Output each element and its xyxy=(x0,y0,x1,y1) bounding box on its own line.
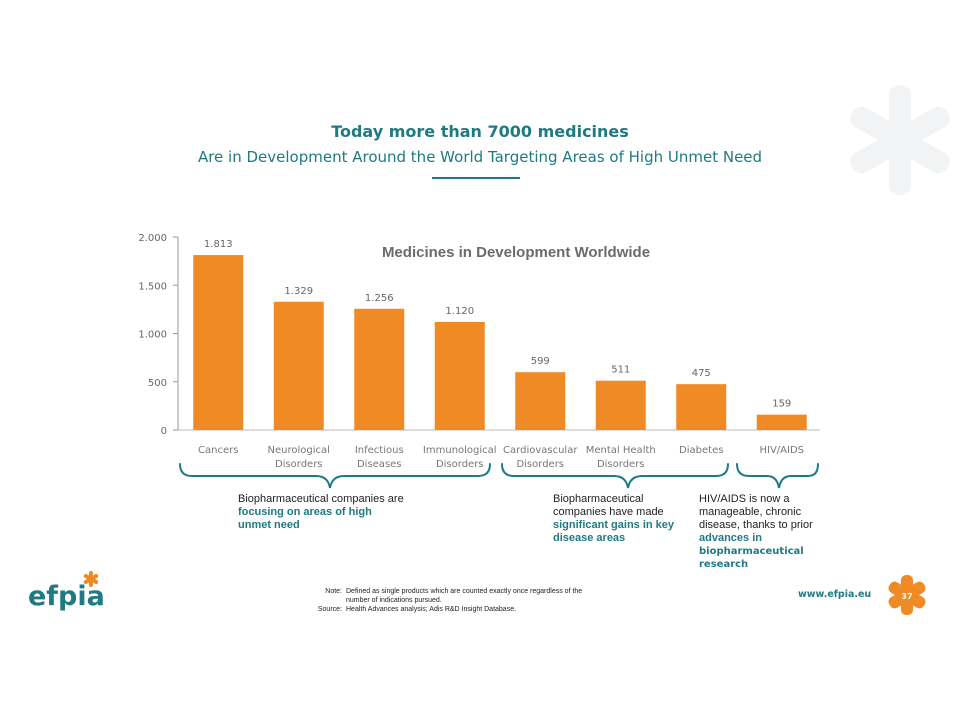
note-text: Defined as single products which are cou… xyxy=(346,588,583,595)
bar-value-label: 1.120 xyxy=(445,306,474,317)
annotation-key-gains: Biopharmaceutical companies have made si… xyxy=(553,493,703,545)
chart-title: Medicines in Development Worldwide xyxy=(382,244,650,261)
bar-value-label: 159 xyxy=(772,399,791,410)
y-tick-label: 0 xyxy=(161,426,167,437)
footer-note: Note: Defined as single products which ar… xyxy=(300,587,582,614)
annotation-text: HIV/AIDS is now a xyxy=(699,493,790,505)
bar xyxy=(756,414,807,430)
x-tick-label: Infectious xyxy=(355,445,404,456)
bracket-middle xyxy=(501,463,729,489)
bracket-left xyxy=(179,463,491,489)
annotation-text: companies have made xyxy=(553,506,664,518)
bar-value-label: 511 xyxy=(611,365,630,376)
y-tick-label: 1.000 xyxy=(138,330,167,341)
x-tick-label: Disorders xyxy=(516,459,564,470)
annotation-text: manageable, chronic xyxy=(699,506,802,518)
y-tick-label: 1.500 xyxy=(138,281,167,292)
y-tick-label: 2.000 xyxy=(138,233,167,244)
annotation-unmet-need: Biopharmaceutical companies are focusing… xyxy=(238,493,468,532)
x-tick-label: Disorders xyxy=(275,459,323,470)
source-text: Health Advances analysis; Adis R&D Insig… xyxy=(346,606,517,613)
x-tick-label: Diabetes xyxy=(679,445,723,456)
x-tick-label: Disorders xyxy=(597,459,645,470)
bar-value-label: 599 xyxy=(531,356,550,367)
annotation-emphasis: focusing on areas of high xyxy=(238,506,372,518)
annotation-text: disease, thanks to prior xyxy=(699,519,813,531)
annotation-emphasis: significant gains in key xyxy=(553,519,675,531)
bar xyxy=(434,321,485,430)
background-asterisk-icon xyxy=(850,85,950,195)
bar xyxy=(676,384,727,430)
annotation-text: Biopharmaceutical xyxy=(553,493,644,505)
bar xyxy=(595,380,646,430)
x-tick-label: Neurological xyxy=(268,445,330,456)
annotation-text: Biopharmaceutical companies are xyxy=(238,493,404,505)
page-number: 37 xyxy=(901,592,912,601)
x-tick-label: HIV/AIDS xyxy=(759,445,804,456)
bar xyxy=(354,308,405,430)
annotation-emphasis: disease areas xyxy=(553,532,626,544)
title-underline xyxy=(432,177,520,179)
annotation-emphasis: advances in xyxy=(699,532,762,544)
bracket-right xyxy=(736,463,819,489)
annotation-emphasis: biopharmaceutical xyxy=(699,546,804,557)
x-tick-label: Cancers xyxy=(198,445,238,456)
x-tick-label: Cardiovascular xyxy=(503,445,578,456)
bar-value-label: 475 xyxy=(692,368,711,379)
website-link[interactable]: www.efpia.eu xyxy=(798,589,872,600)
bar-value-label: 1.256 xyxy=(365,293,394,304)
bar xyxy=(193,255,244,430)
logo-text: efpia xyxy=(28,581,105,612)
x-tick-label: Diseases xyxy=(357,459,402,470)
note-label: Note: xyxy=(325,588,342,595)
x-tick-label: Immunological xyxy=(423,445,497,456)
x-tick-label: Disorders xyxy=(436,459,484,470)
page-number-asterisk-icon xyxy=(888,575,926,615)
x-tick-label: Mental Health xyxy=(586,445,656,456)
efpia-logo: efpia xyxy=(28,570,128,617)
source-label: Source: xyxy=(317,606,342,613)
annotation-hiv: HIV/AIDS is now a manageable, chronic di… xyxy=(699,493,839,571)
note-text: number of indications pursued. xyxy=(346,597,442,604)
bar xyxy=(273,301,324,430)
bar xyxy=(515,372,566,430)
annotation-emphasis: unmet need xyxy=(238,519,300,531)
slide-subtitle: Are in Development Around the World Targ… xyxy=(197,148,763,166)
slide-title: Today more than 7000 medicines xyxy=(331,122,629,141)
y-tick-label: 500 xyxy=(148,378,167,389)
logo-asterisk-icon xyxy=(83,571,99,587)
bar-value-label: 1.813 xyxy=(204,239,233,250)
annotation-emphasis: research xyxy=(699,559,749,570)
bar-value-label: 1.329 xyxy=(284,286,313,297)
